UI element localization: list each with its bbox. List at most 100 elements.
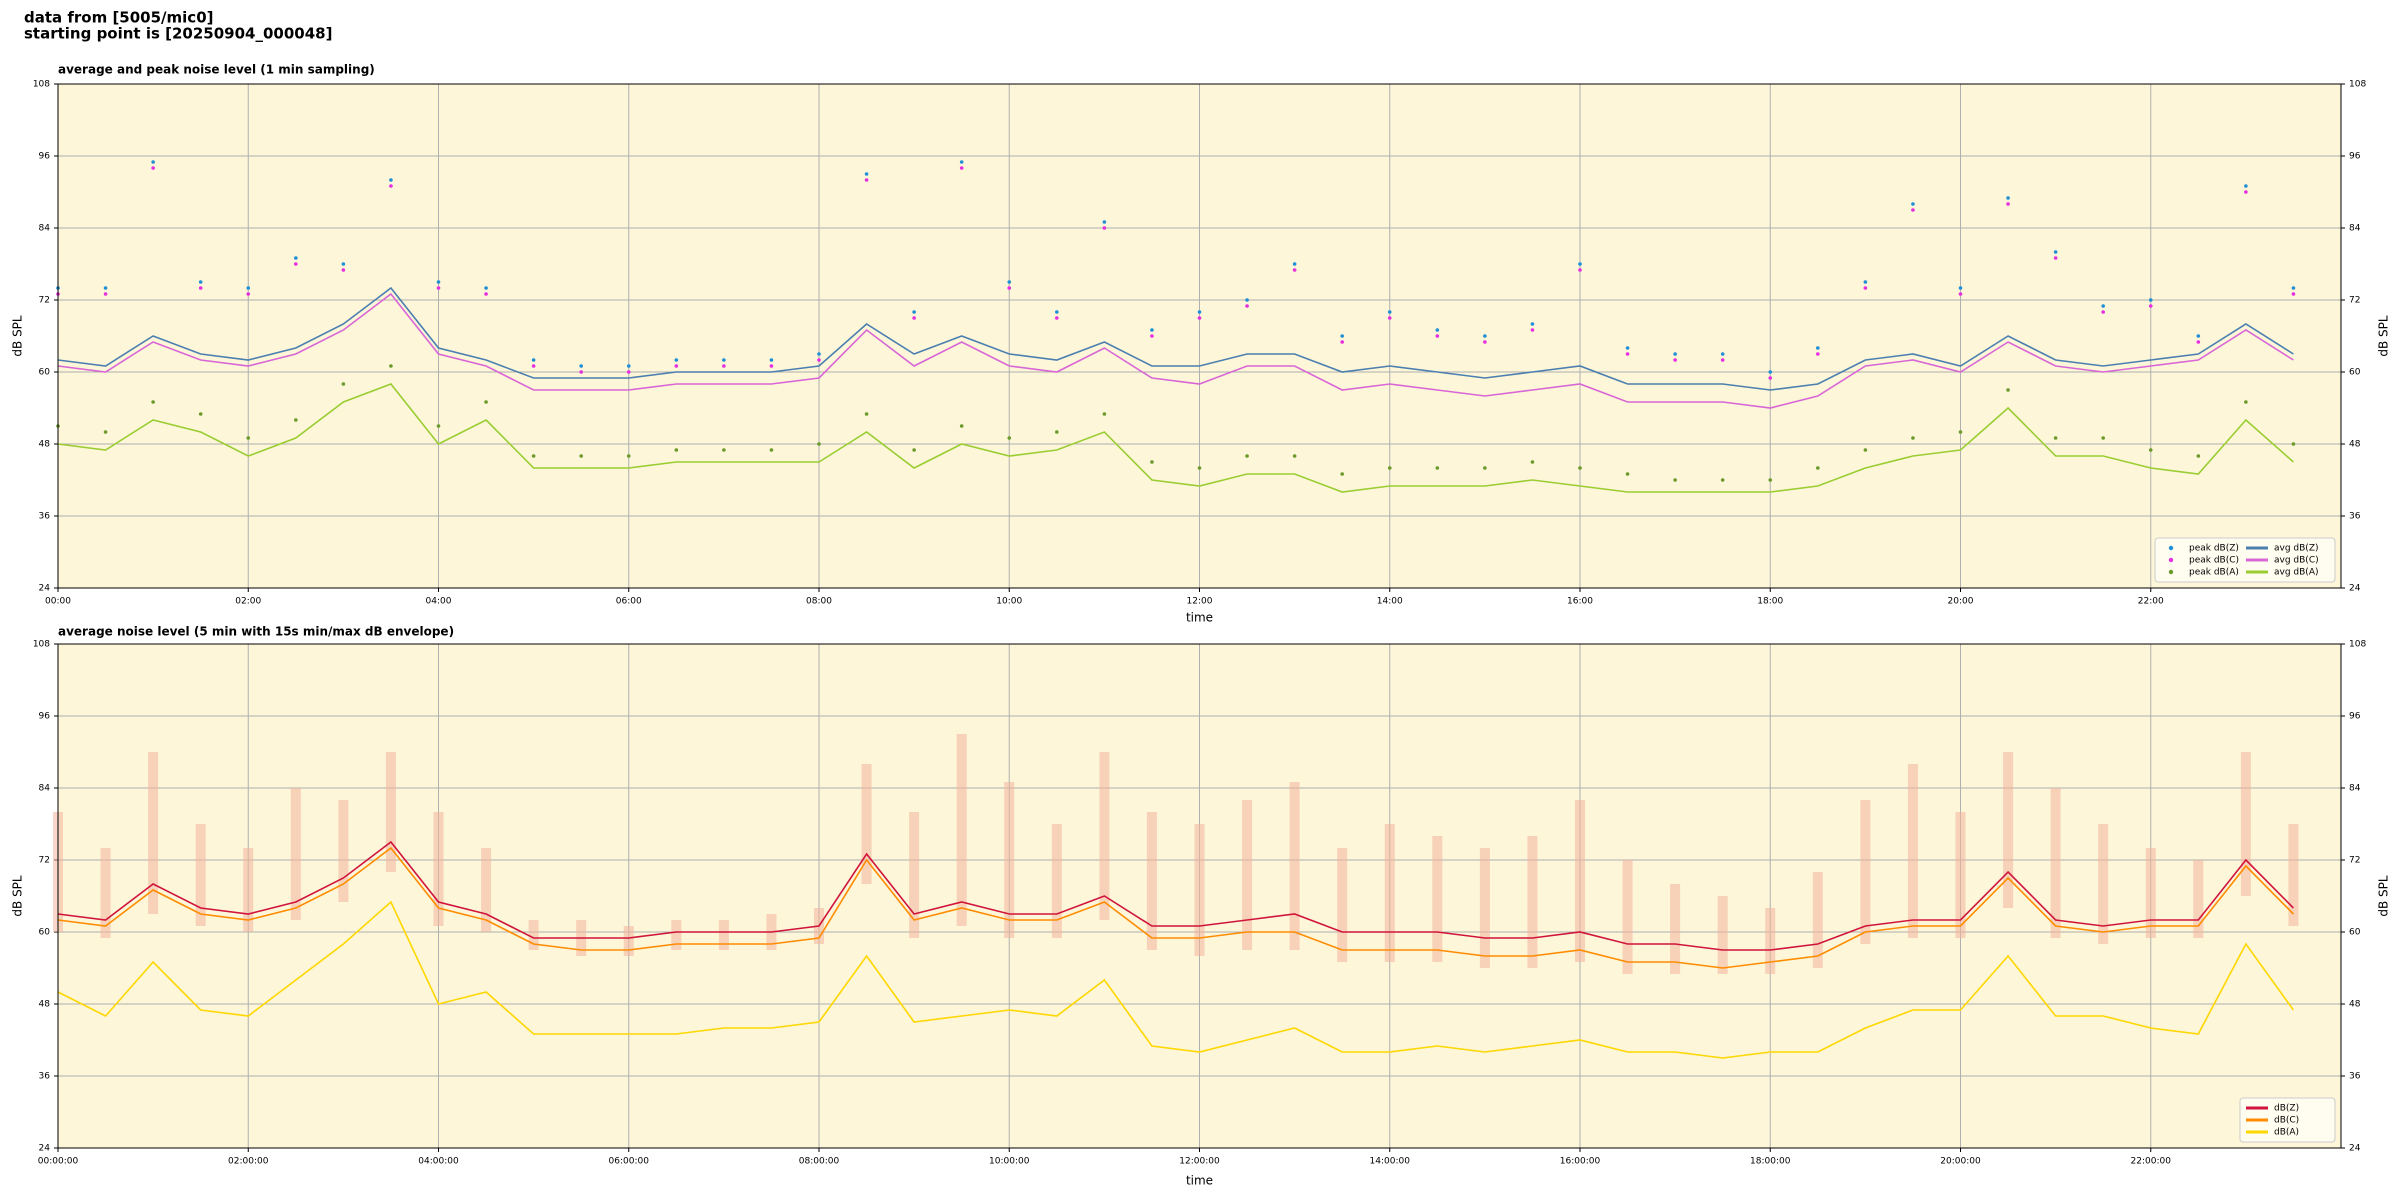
y-tick-label: 48 (39, 1000, 51, 1010)
peak-point (1625, 346, 1630, 350)
peak-point (198, 280, 203, 284)
peak-point (151, 400, 155, 404)
peak-point (151, 160, 155, 164)
peak-point (2196, 334, 2201, 338)
peak-point (2148, 448, 2153, 452)
y-axis-label: dB SPL (2377, 875, 2391, 917)
peak-point (198, 412, 203, 416)
peak-point (722, 358, 726, 362)
x-tick-label: 12:00 (1187, 597, 1213, 607)
legend-box (2154, 537, 2336, 583)
x-tick-label: 18:00:00 (1750, 1157, 1791, 1167)
x-tick-label: 10:00 (996, 597, 1022, 607)
x-tick-label: 08:00:00 (799, 1157, 840, 1167)
y-tick-label: 60 (2349, 368, 2361, 378)
peak-point (769, 364, 774, 368)
peak-point (294, 418, 298, 422)
peak-point (2148, 304, 2153, 308)
peak-point (2291, 286, 2296, 290)
peak-point (1102, 220, 1107, 224)
peak-point (1245, 298, 1249, 302)
peak-point (2053, 436, 2058, 440)
legend-label: dB(C) (2274, 1116, 2299, 1126)
peak-point (1292, 454, 1297, 458)
peak-point (817, 358, 821, 362)
peak-point (674, 358, 679, 362)
y-tick-label: 84 (39, 784, 51, 794)
peak-point (2053, 256, 2058, 260)
peak-point (769, 448, 774, 452)
peak-point (722, 364, 726, 368)
legend-swatch (2168, 557, 2174, 563)
peak-point (1245, 454, 1249, 458)
y-tick-label: 84 (2349, 224, 2361, 234)
peak-point (579, 370, 583, 374)
x-tick-label: 02:00 (235, 597, 261, 607)
x-tick-label: 22:00:00 (2131, 1157, 2172, 1167)
y-tick-label: 36 (39, 1072, 51, 1082)
peak-point (103, 430, 108, 434)
peak-point (294, 256, 298, 260)
series-line (57, 292, 2294, 409)
peak-point (864, 172, 869, 176)
peak-point (1673, 358, 1677, 362)
peak-point (2006, 196, 2010, 200)
peak-point (1007, 280, 1012, 284)
peak-point (246, 286, 251, 290)
x-tick-label: 08:00 (806, 597, 832, 607)
peak-point (1578, 466, 1582, 470)
peak-point (1863, 286, 1868, 290)
y-tick-label: 72 (2349, 856, 2360, 866)
peak-point (389, 184, 393, 188)
peak-point (1340, 334, 1344, 338)
peak-point (2244, 184, 2248, 188)
peak-point (389, 178, 393, 182)
peak-point (2196, 454, 2201, 458)
peak-point (1197, 466, 1202, 470)
peak-point (1483, 466, 1487, 470)
peak-point (817, 442, 821, 446)
header-line: starting point is [20250904_000048] (24, 25, 332, 43)
peak-point (1102, 412, 1107, 416)
y-axis-label: dB SPL (2377, 315, 2391, 357)
peak-point (103, 286, 108, 290)
y-tick-label: 72 (39, 296, 50, 306)
legend-label: avg dB(C) (2274, 556, 2319, 566)
peak-point (531, 358, 536, 362)
y-tick-label: 108 (2349, 80, 2366, 90)
peak-point (151, 166, 155, 170)
peak-point (103, 292, 108, 296)
y-tick-label: 96 (39, 152, 51, 162)
y-tick-label: 24 (39, 584, 51, 594)
peak-point (722, 448, 726, 452)
y-tick-label: 108 (33, 640, 50, 650)
y-tick-label: 60 (2349, 928, 2361, 938)
peak-point (1387, 316, 1392, 320)
peak-point (2006, 202, 2010, 206)
peak-point (1055, 316, 1059, 320)
peak-point (1197, 310, 1202, 314)
legend-swatch (2168, 569, 2174, 575)
peak-point (674, 448, 679, 452)
legend-swatch (2168, 545, 2174, 551)
x-tick-label: 00:00 (45, 597, 71, 607)
y-axis-label: dB SPL (11, 315, 25, 357)
peak-point (246, 436, 251, 440)
plot-frame (57, 643, 2342, 1149)
peak-point (484, 400, 488, 404)
peak-point (1387, 310, 1392, 314)
y-tick-label: 84 (39, 224, 51, 234)
x-tick-label: 20:00 (1948, 597, 1974, 607)
peak-point (1816, 466, 1820, 470)
y-tick-label: 24 (2349, 584, 2361, 594)
peak-point (1292, 268, 1297, 272)
y-tick-label: 60 (39, 928, 51, 938)
peak-point (1007, 436, 1012, 440)
y-tick-label: 36 (2349, 1072, 2361, 1082)
peak-point (341, 382, 346, 386)
y-tick-label: 24 (39, 1144, 51, 1154)
peak-point (1911, 202, 1915, 206)
peak-point (246, 292, 251, 296)
x-tick-label: 16:00:00 (1560, 1157, 1601, 1167)
